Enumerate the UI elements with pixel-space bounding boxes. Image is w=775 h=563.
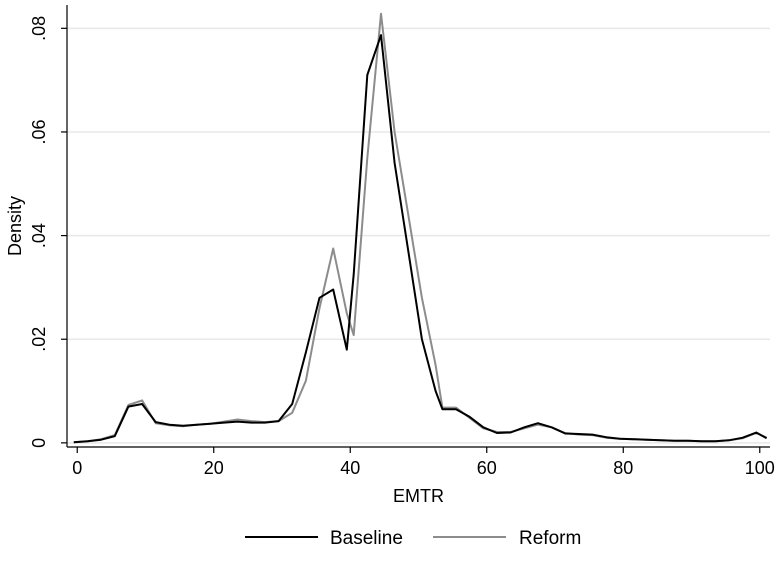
series-group — [73, 12, 768, 444]
y-axis-title: Density — [5, 196, 25, 256]
legend-label-baseline: Baseline — [330, 528, 403, 549]
y-tick-label: .06 — [29, 119, 49, 144]
x-axis-title: EMTR — [393, 486, 444, 506]
y-tick-label: 0 — [29, 438, 49, 448]
axes — [66, 5, 770, 448]
x-tick-label: 80 — [613, 458, 633, 478]
legend-label-reform: Reform — [519, 528, 581, 549]
x-tick-label: 20 — [204, 458, 224, 478]
y-tick-label: .04 — [29, 223, 49, 248]
legend: Baseline Reform — [245, 528, 581, 549]
x-tick-label: 100 — [745, 458, 775, 478]
x-tick-label: 0 — [72, 458, 82, 478]
gridlines — [67, 27, 770, 444]
y-tick-label: .08 — [29, 16, 49, 41]
ticks: 0 .02 .04 .06 .08 0 20 40 60 80 100 — [29, 16, 775, 478]
x-tick-label: 40 — [340, 458, 360, 478]
x-tick-label: 60 — [477, 458, 497, 478]
y-tick-label: .02 — [29, 327, 49, 352]
series-line-baseline — [73, 34, 768, 444]
